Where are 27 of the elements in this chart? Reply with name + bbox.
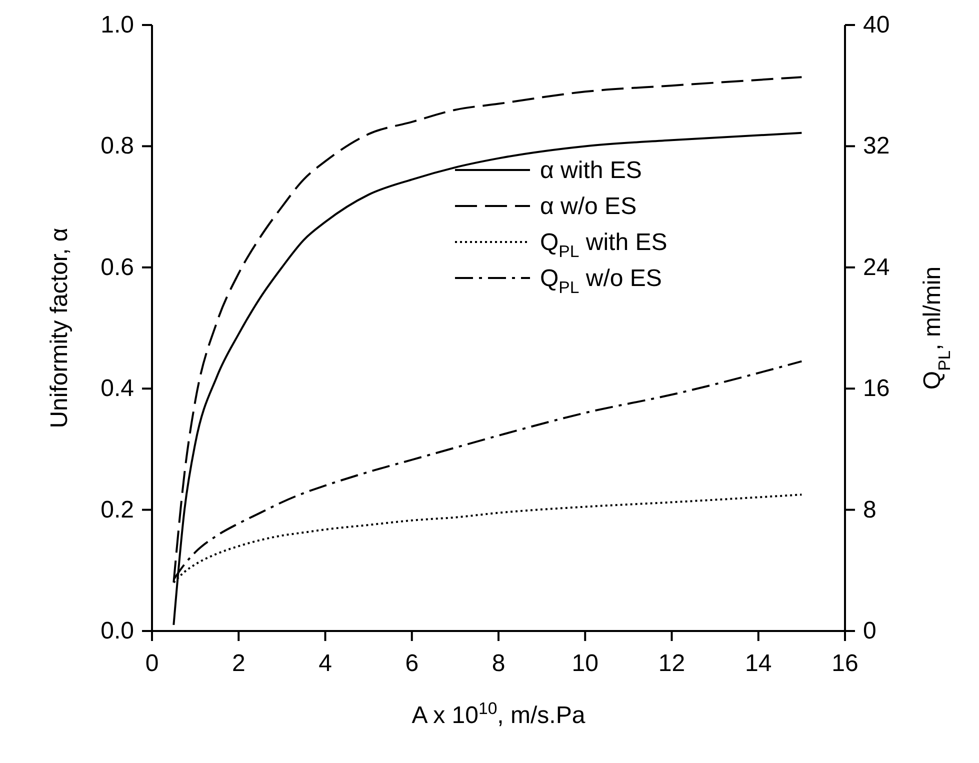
x-tick-label: 4 [318,650,332,677]
y2-tick-label: 0 [863,618,876,644]
y2-tick-label: 16 [863,375,890,402]
y-tick-label: 0.0 [100,618,134,644]
x-axis-title: A x 10$^{10}$, m/s.Pa [412,698,586,729]
legend-label: Q$_{PL}$ with ES [540,228,668,261]
x-tick-label: 14 [745,650,772,677]
y-tick-label: 0.6 [100,254,134,281]
y2-tick-label: 32 [863,132,890,160]
x-tick-label: 12 [658,650,686,677]
y-tick-label: 1.0 [100,12,134,38]
y-axis-title: Uniformity factor, α [46,228,73,428]
x-tick-label: 6 [405,650,419,677]
x-tick-label: 2 [232,650,246,677]
x-tick-label: 16 [832,650,858,677]
x-tick-label: 0 [145,650,159,677]
legend-label: α w/o ES [540,192,637,220]
y-tick-label: 0.8 [100,132,134,160]
y-tick-label: 0.2 [100,496,134,524]
x-tick-label: 10 [572,650,598,677]
y2-tick-label: 24 [863,254,890,281]
legend-label: Q$_{PL}$ w/o ES [540,264,662,297]
legend-label: α with ES [540,156,642,184]
y-tick-label: 0.4 [100,375,134,402]
x-tick-label: 8 [492,650,506,677]
y2-tick-label: 8 [863,496,876,524]
y2-tick-label: 40 [863,12,890,38]
